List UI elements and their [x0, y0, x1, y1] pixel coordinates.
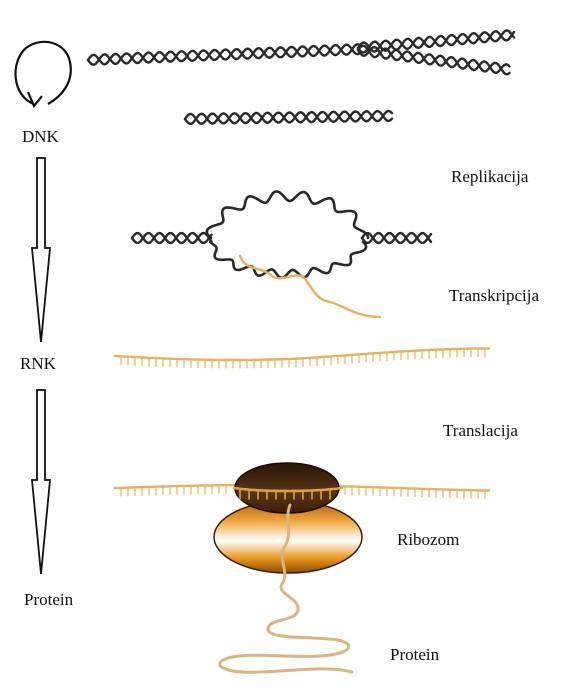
dna-coding-strand — [210, 242, 366, 278]
dna-helix-short — [185, 111, 392, 124]
dna-helix-long — [88, 44, 360, 64]
protein-product-label: Protein — [390, 646, 439, 663]
dna-replication-fork — [358, 30, 514, 74]
protein-label: Protein — [24, 591, 73, 608]
rna-backbone — [115, 348, 489, 360]
dna-template-strand — [207, 192, 368, 239]
replication-label: Replikacija — [451, 168, 528, 185]
transcription-label: Transkripcija — [449, 287, 539, 304]
rna-transcript — [240, 256, 380, 317]
down-arrow-icon — [32, 390, 50, 574]
ribosome-small-subunit — [235, 463, 339, 513]
mrna-strand — [115, 348, 489, 368]
dna-strand — [358, 46, 510, 75]
rna-strand — [240, 256, 380, 317]
translation-label: Translacija — [443, 422, 518, 439]
down-arrow-icon — [32, 158, 50, 342]
transcription-bubble — [132, 192, 431, 278]
dna-label: DNK — [22, 128, 59, 145]
ribosome-label: Ribozom — [397, 531, 459, 548]
circular-arrow-icon — [16, 42, 71, 106]
rna-label: RNK — [20, 355, 56, 372]
